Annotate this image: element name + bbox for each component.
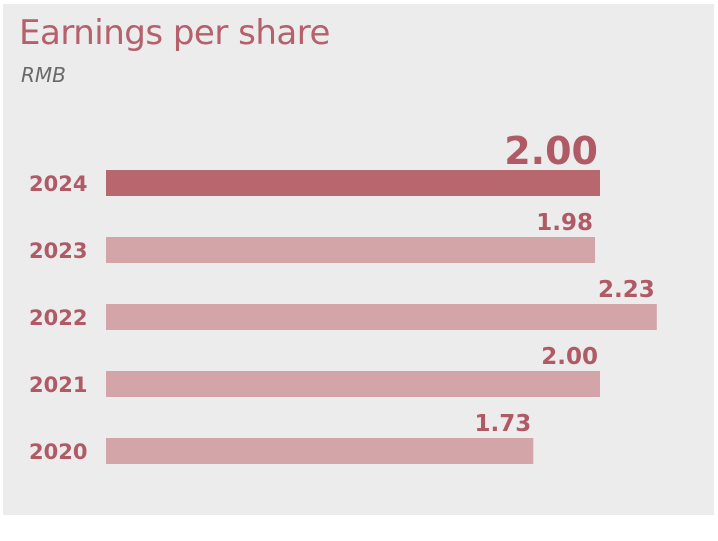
bar-2024 — [106, 170, 600, 196]
value-label-2023: 1.98 — [536, 210, 593, 236]
bar-2023 — [106, 237, 596, 263]
value-label-2022: 2.23 — [598, 277, 655, 303]
bar-2020 — [106, 438, 534, 464]
chart-title: Earnings per share — [19, 13, 330, 53]
value-label-2021: 2.00 — [541, 344, 598, 370]
year-label-2023: 2023 — [29, 239, 87, 263]
value-label-2020: 1.73 — [475, 411, 532, 437]
bar-2022 — [106, 304, 657, 330]
year-label-2022: 2022 — [29, 306, 87, 330]
year-label-2020: 2020 — [29, 440, 87, 464]
value-label-2024: 2.00 — [504, 129, 598, 173]
year-label-2021: 2021 — [29, 373, 87, 397]
year-label-2024: 2024 — [29, 172, 87, 196]
chart-unit: RMB — [21, 63, 66, 87]
bar-2021 — [106, 371, 600, 397]
